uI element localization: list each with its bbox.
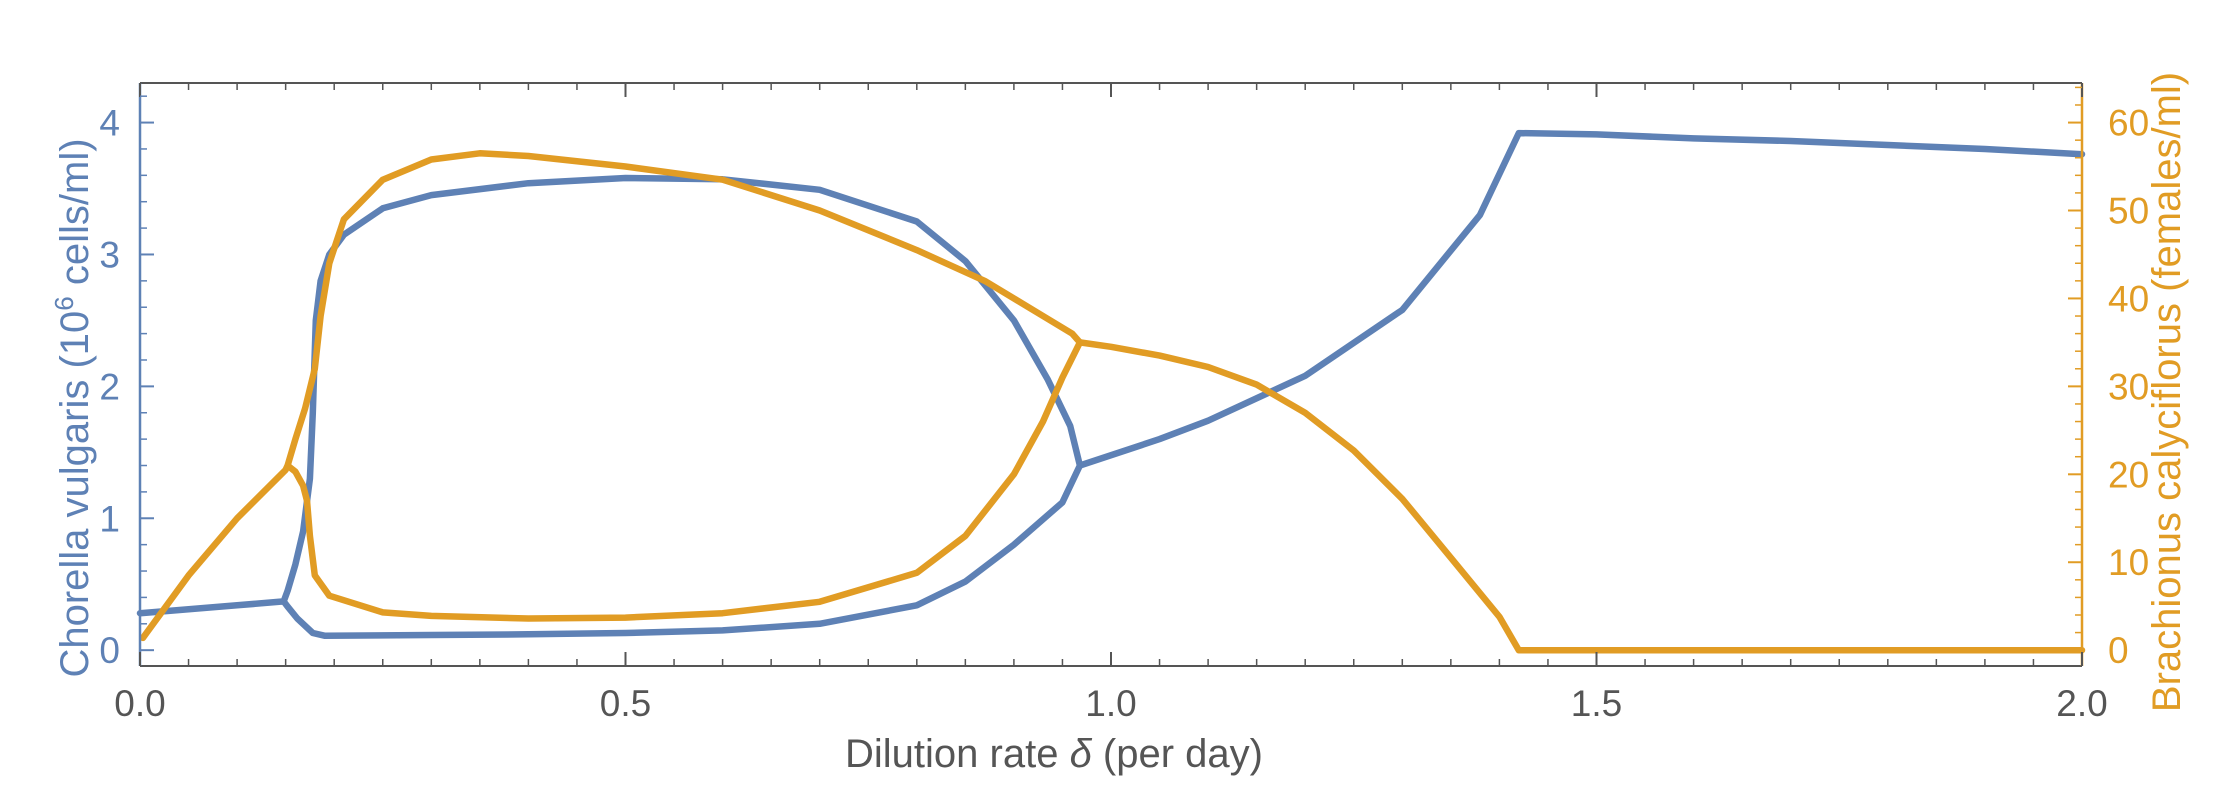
x-axis-title-symbol: δ bbox=[1070, 732, 1093, 776]
series-line-3 bbox=[139, 150, 1084, 642]
series-line-4 bbox=[1076, 339, 2086, 654]
series-line-1 bbox=[136, 174, 1084, 639]
y-left-tick-label: 2 bbox=[99, 366, 120, 407]
x-tick-label: 0.0 bbox=[114, 683, 165, 724]
x-tick-label: 0.5 bbox=[600, 683, 651, 724]
x-tick-label: 2.0 bbox=[2056, 683, 2107, 724]
y-left-tick-label: 3 bbox=[99, 234, 120, 275]
y-right-tick-label: 40 bbox=[2108, 278, 2149, 319]
y-left-tick-label: 1 bbox=[99, 498, 120, 539]
series-layer bbox=[136, 129, 2086, 654]
y-axis-left-title-superscript: 6 bbox=[49, 296, 79, 310]
x-axis-title-before: Dilution rate bbox=[845, 732, 1070, 776]
x-axis-title-after: (per day) bbox=[1092, 732, 1263, 776]
x-tick-label: 1.0 bbox=[1085, 683, 1136, 724]
y-right-tick-label: 0 bbox=[2108, 630, 2129, 671]
y-left-tick-label: 0 bbox=[99, 630, 120, 671]
x-axis-title: Dilution rate δ (per day) bbox=[845, 732, 1263, 776]
series-line-2 bbox=[1076, 129, 2086, 469]
y-left-tick-label: 4 bbox=[99, 103, 120, 144]
y-right-tick-label: 20 bbox=[2108, 454, 2149, 495]
y-axis-left-title: Chorella vulgaris (106 cells/ml) bbox=[49, 138, 97, 677]
axes-frame bbox=[138, 82, 2084, 667]
y-right-tick-label: 50 bbox=[2108, 191, 2149, 232]
y-right-tick-label: 10 bbox=[2108, 542, 2149, 583]
y-right-tick-label: 30 bbox=[2108, 366, 2149, 407]
y-right-tick-label: 60 bbox=[2108, 103, 2149, 144]
y-axis-right-title: Brachionus calyciflorus (females/ml) bbox=[2145, 72, 2189, 712]
y-axis-left-title-after: cells/ml) bbox=[53, 138, 97, 296]
y-axis-left-title-before: Chorella vulgaris (10 bbox=[53, 311, 97, 678]
x-tick-label: 1.5 bbox=[1571, 683, 1622, 724]
